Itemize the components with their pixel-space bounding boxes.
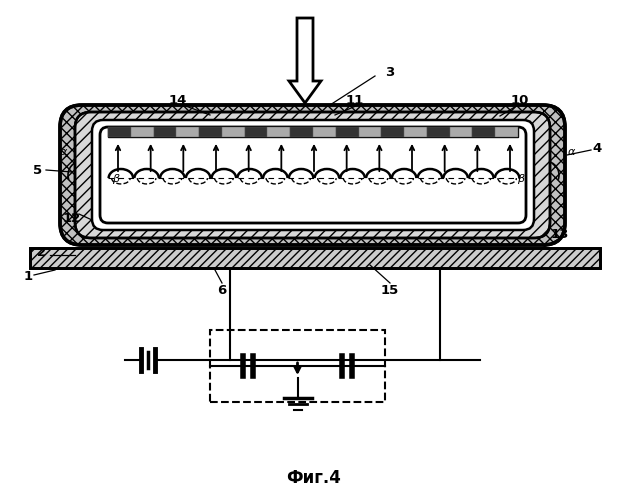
FancyBboxPatch shape: [60, 105, 565, 245]
Bar: [427, 127, 450, 137]
Text: Фиг.4: Фиг.4: [287, 469, 342, 487]
Bar: [108, 127, 131, 137]
Bar: [30, 248, 600, 268]
Bar: [336, 127, 359, 137]
Text: 4: 4: [593, 142, 601, 154]
Bar: [222, 127, 245, 137]
FancyBboxPatch shape: [100, 127, 526, 223]
Bar: [131, 127, 153, 137]
Bar: [495, 127, 518, 137]
Text: β: β: [517, 174, 524, 184]
Text: β: β: [112, 174, 119, 184]
Text: 13: 13: [551, 228, 569, 241]
Bar: [472, 127, 495, 137]
Bar: [450, 127, 472, 137]
Bar: [313, 127, 336, 137]
Text: 11: 11: [346, 94, 364, 106]
Bar: [108, 127, 518, 137]
Text: 3: 3: [386, 66, 394, 78]
Text: α: α: [568, 147, 576, 157]
Bar: [381, 127, 404, 137]
Bar: [210, 330, 385, 402]
FancyBboxPatch shape: [92, 120, 534, 230]
Bar: [153, 127, 176, 137]
Text: 12: 12: [63, 212, 81, 224]
Text: 15: 15: [381, 284, 399, 296]
Text: 14: 14: [169, 94, 187, 106]
Bar: [245, 127, 267, 137]
Bar: [267, 127, 290, 137]
Bar: [359, 127, 381, 137]
Text: 10: 10: [511, 94, 529, 106]
Text: 1: 1: [23, 270, 33, 283]
Text: 5: 5: [33, 164, 43, 176]
FancyBboxPatch shape: [75, 112, 550, 238]
Bar: [404, 127, 427, 137]
Text: 6: 6: [218, 284, 226, 296]
Bar: [30, 248, 600, 268]
Text: α: α: [60, 147, 67, 157]
Bar: [199, 127, 222, 137]
Text: 2: 2: [38, 246, 47, 260]
Bar: [290, 127, 313, 137]
Polygon shape: [289, 18, 321, 103]
Bar: [176, 127, 199, 137]
